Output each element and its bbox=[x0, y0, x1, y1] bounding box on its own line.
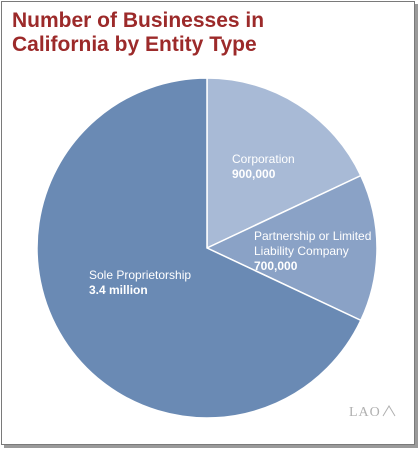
pie-slice-sole-proprietorship bbox=[36, 77, 362, 419]
chart-title-line-1: Number of Businesses in bbox=[12, 9, 265, 32]
lao-logo: LAO bbox=[349, 405, 396, 420]
lao-logo-mark bbox=[382, 405, 396, 417]
slice-label-partnership-or-limited-liability-company: Partnership or Limited Liability Company 7… bbox=[254, 229, 371, 273]
slice-label-sole-proprietorship: Sole Proprietorship 3.4 million bbox=[89, 268, 191, 297]
slice-label-corporation: Corporation 900,000 bbox=[232, 152, 295, 181]
pie-slice-corporation bbox=[206, 77, 362, 250]
lao-logo-text: LAO bbox=[349, 405, 381, 420]
pie-labels: Corporation 900,000 Partnership or Limited… bbox=[89, 152, 371, 297]
chart-title: Number of Businesses in California by En… bbox=[12, 9, 392, 57]
pie-slices bbox=[36, 77, 378, 419]
chart-title-line-2: California by Entity Type bbox=[12, 33, 257, 56]
pie-slice-partnership-or-limited-liability-company bbox=[205, 174, 378, 322]
